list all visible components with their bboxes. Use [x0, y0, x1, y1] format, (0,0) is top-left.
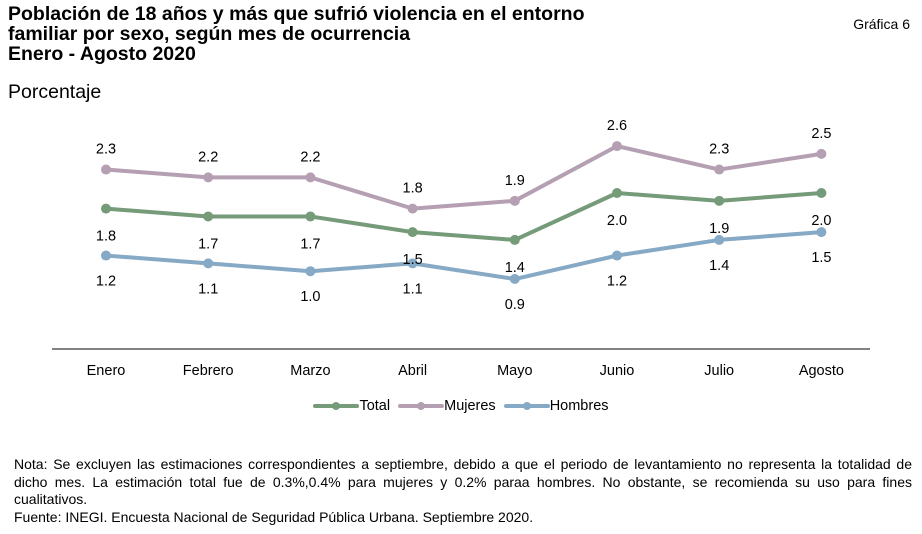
- x-tick-label-mayo: Mayo: [497, 363, 532, 379]
- notes: Nota: Se excluyen las estimaciones corre…: [14, 456, 912, 526]
- data-label-hombres-febrero: 1.1: [198, 281, 218, 297]
- x-tick-labels: Enero Febrero Marzo Abril Mayo Junio Julio Agos…: [87, 363, 844, 379]
- legend-item-mujeres: Mujeres: [398, 396, 496, 416]
- data-label-hombres-mayo: 0.9: [505, 297, 525, 313]
- legend-swatch-total: [313, 402, 360, 410]
- data-label-hombres-enero: 1.2: [96, 274, 116, 290]
- data-point-mujeres-enero: [101, 164, 111, 175]
- series-line-mujeres: [104, 144, 824, 211]
- title-line-2: familiar por sexo, según mes de ocurrenc…: [8, 23, 411, 45]
- x-tick-label-abril: Abril: [398, 363, 427, 379]
- data-point-total-julio: [714, 195, 725, 206]
- data-point-total-junio: [612, 188, 622, 198]
- data-point-mujeres-junio: [612, 141, 622, 152]
- data-point-hombres-julio: [714, 234, 725, 245]
- chart-title: Población de 18 años y más que sufrió vi…: [8, 4, 585, 64]
- data-labels-layer: 1.8 1.7 1.7 1.5 1.4 2.0 1.9 2.0 2.3 2.2 2.2 1.8 1.9 2…: [96, 118, 832, 313]
- data-label-hombres-agosto: 1.5: [811, 250, 831, 266]
- data-point-hombres-febrero: [203, 258, 214, 269]
- data-point-mujeres-agosto: [816, 148, 827, 159]
- data-point-hombres-mayo: [509, 274, 520, 285]
- x-tick-label-julio: Julio: [704, 363, 734, 379]
- data-label-total-febrero: 1.7: [198, 236, 218, 252]
- data-point-total-abril: [407, 227, 418, 238]
- data-point-total-febrero: [203, 211, 214, 222]
- data-point-total-enero: [101, 203, 111, 214]
- data-point-mujeres-febrero: [203, 172, 214, 183]
- x-tick-label-junio: Junio: [600, 363, 635, 379]
- x-tick-label-marzo: Marzo: [290, 363, 330, 379]
- legend-swatch-mujeres: [398, 402, 445, 410]
- chart-number: Gráfica 6: [853, 16, 910, 32]
- data-label-total-julio: 1.9: [709, 221, 729, 237]
- data-point-total-mayo: [509, 234, 520, 245]
- data-label-mujeres-febrero: 2.2: [198, 149, 218, 165]
- legend-swatch-hombres: [503, 402, 550, 410]
- data-label-mujeres-julio: 2.3: [709, 142, 729, 158]
- title-line-1: Población de 18 años y más que sufrió vi…: [8, 3, 585, 25]
- legend-label-mujeres: Mujeres: [444, 398, 496, 414]
- x-tick-label-enero: Enero: [87, 363, 126, 379]
- data-label-mujeres-agosto: 2.5: [811, 126, 831, 142]
- note-text: Nota: Se excluyen las estimaciones corre…: [14, 456, 912, 507]
- data-label-hombres-marzo: 1.0: [300, 289, 320, 305]
- source-text: Fuente: INEGI. Encuesta Nacional de Segu…: [14, 508, 534, 525]
- data-point-mujeres-marzo: [305, 172, 316, 183]
- data-label-total-abril: 1.5: [403, 252, 423, 268]
- data-label-total-enero: 1.8: [96, 229, 116, 245]
- data-label-mujeres-abril: 1.8: [403, 181, 423, 197]
- data-label-total-junio: 2.0: [607, 213, 627, 229]
- series-line-hombres: [104, 230, 824, 282]
- data-label-hombres-abril: 1.1: [403, 281, 423, 297]
- legend-item-hombres: Hombres: [503, 396, 609, 416]
- data-point-total-agosto: [816, 188, 827, 198]
- series-layer: [101, 141, 827, 285]
- chart-subtitle: Porcentaje: [8, 81, 102, 103]
- data-point-mujeres-julio: [714, 164, 725, 175]
- data-label-mujeres-marzo: 2.2: [300, 149, 320, 165]
- data-label-hombres-junio: 1.2: [607, 274, 627, 290]
- data-label-total-mayo: 1.4: [505, 260, 525, 276]
- data-point-mujeres-abril: [407, 203, 418, 214]
- legend: Total Mujeres Hombres: [0, 396, 922, 416]
- data-label-mujeres-enero: 2.3: [96, 142, 116, 158]
- data-point-hombres-agosto: [816, 227, 827, 238]
- legend-label-hombres: Hombres: [549, 398, 609, 414]
- legend-item-total: Total: [313, 396, 390, 416]
- legend-label-total: Total: [359, 398, 391, 414]
- data-label-mujeres-mayo: 1.9: [505, 173, 525, 189]
- series-line-total: [104, 191, 824, 242]
- data-label-total-agosto: 2.0: [811, 213, 831, 229]
- data-label-total-marzo: 1.7: [300, 236, 320, 252]
- x-tick-label-agosto: Agosto: [799, 363, 844, 379]
- data-point-total-marzo: [305, 211, 316, 222]
- data-point-hombres-marzo: [305, 266, 316, 277]
- data-label-mujeres-junio: 2.6: [607, 118, 627, 134]
- data-point-hombres-enero: [101, 250, 111, 261]
- data-point-mujeres-mayo: [509, 195, 520, 206]
- title-line-3: Enero - Agosto 2020: [8, 43, 196, 65]
- x-tick-label-febrero: Febrero: [183, 363, 234, 379]
- data-label-hombres-julio: 1.4: [709, 258, 729, 274]
- line-chart: Enero Febrero Marzo Abril Mayo Junio Julio Agos…: [52, 118, 870, 379]
- data-point-hombres-junio: [612, 250, 622, 261]
- data-point-hombres-abril: [407, 258, 418, 269]
